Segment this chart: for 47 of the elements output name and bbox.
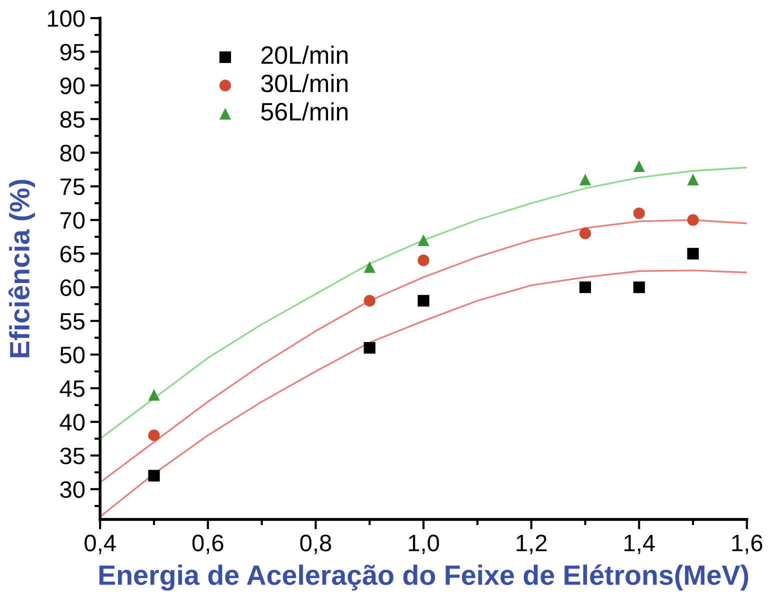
legend-label: 56L/min bbox=[261, 102, 348, 121]
point bbox=[687, 174, 699, 186]
y-tick-label: 95 bbox=[60, 44, 85, 61]
y-tick-label: 30 bbox=[60, 481, 85, 498]
y-tick-label: 85 bbox=[60, 111, 85, 128]
point bbox=[633, 207, 645, 220]
x-tick-label: 0,8 bbox=[300, 534, 332, 554]
legend-label: 20L/min bbox=[261, 46, 348, 64]
point bbox=[148, 470, 160, 482]
point bbox=[633, 281, 645, 294]
point bbox=[579, 281, 592, 294]
point bbox=[579, 174, 592, 186]
point bbox=[633, 160, 645, 172]
y-tick-label: 100 bbox=[48, 10, 85, 27]
y-tick-label: 75 bbox=[60, 178, 85, 196]
point bbox=[687, 214, 699, 226]
y-tick-label: 55 bbox=[60, 313, 85, 330]
x-tick-label: 1,2 bbox=[516, 534, 547, 554]
y-axis-title: Eficiência (%) bbox=[8, 180, 36, 358]
x-tick-label: 1,6 bbox=[732, 534, 762, 554]
point bbox=[687, 248, 699, 260]
y-tick-label: 45 bbox=[60, 380, 85, 398]
x-tick-label: 0,4 bbox=[84, 534, 116, 554]
y-tick-label: 80 bbox=[60, 144, 85, 162]
legend-label: 30L/min bbox=[261, 74, 348, 92]
point bbox=[418, 294, 430, 307]
point bbox=[148, 389, 160, 401]
y-tick-label: 50 bbox=[60, 346, 85, 364]
point bbox=[418, 234, 430, 246]
point bbox=[364, 342, 376, 354]
point bbox=[364, 261, 376, 273]
x-tick-label: 0,6 bbox=[192, 534, 224, 554]
x-tick-label: 1,4 bbox=[624, 534, 655, 554]
y-tick-label: 70 bbox=[60, 212, 85, 229]
y-tick-label: 60 bbox=[60, 279, 85, 296]
point bbox=[148, 430, 160, 442]
x-tick-label: 1,0 bbox=[408, 534, 439, 554]
y-tick-label: 40 bbox=[60, 414, 85, 431]
point bbox=[364, 294, 376, 307]
point bbox=[418, 254, 430, 266]
x-axis-title: Energia de Aceleração do Feixe de Elétrons(MeV) bbox=[99, 564, 748, 591]
line-series bbox=[100, 166, 747, 440]
point bbox=[579, 228, 592, 240]
line-series bbox=[100, 270, 747, 518]
y-tick-label: 35 bbox=[60, 448, 85, 464]
y-tick-label: 90 bbox=[60, 77, 85, 94]
y-tick-label: 65 bbox=[60, 246, 85, 262]
